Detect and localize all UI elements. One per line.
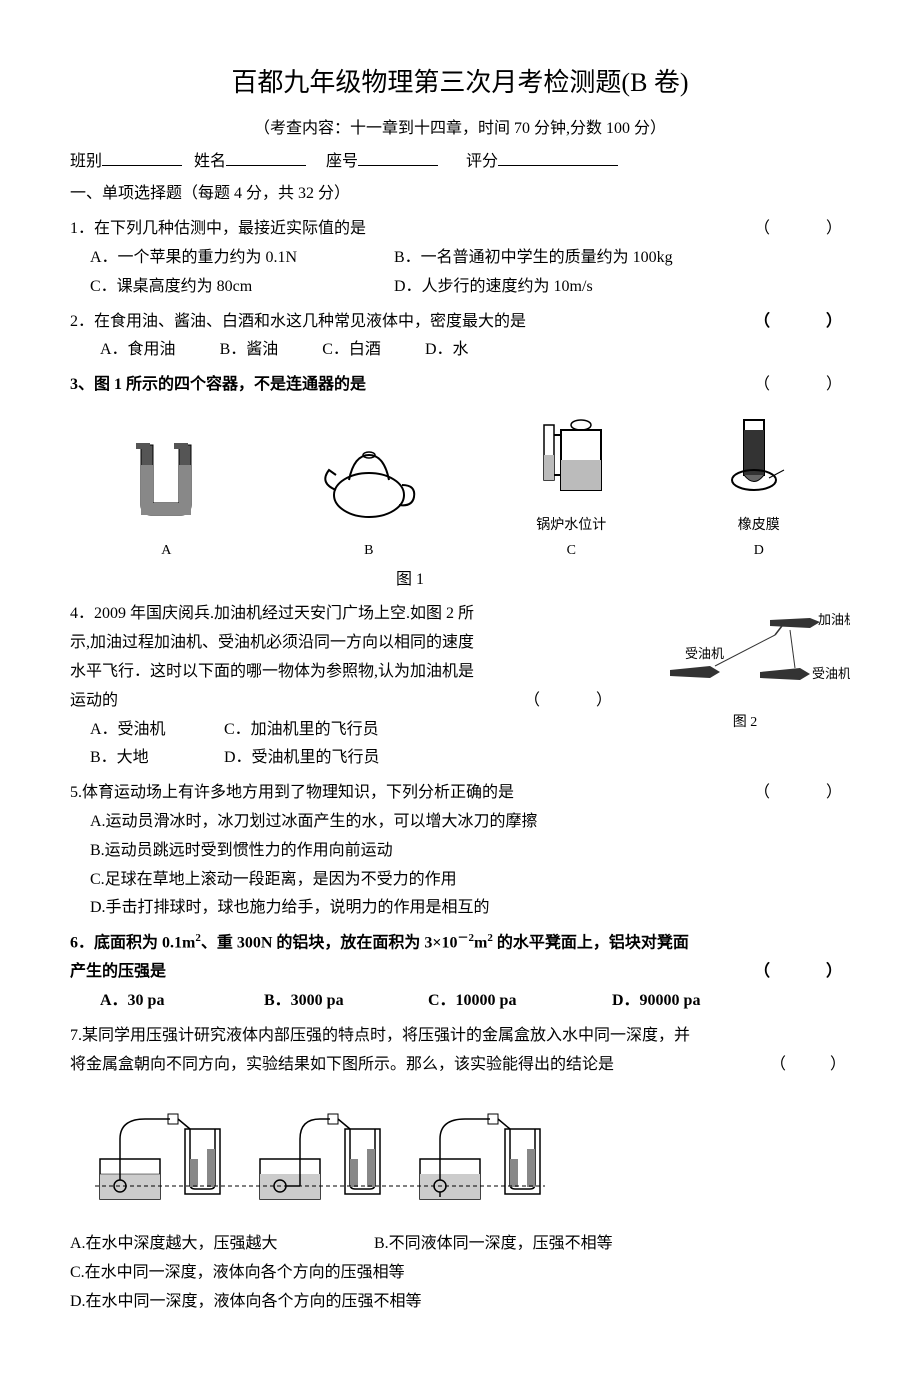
name-label: 姓名 xyxy=(194,153,226,170)
q7-line1: 7.某同学用压强计研究液体内部压强的特点时，将压强计的金属盒放入水中同一深度，并 xyxy=(70,1022,850,1051)
q4-opt-c[interactable]: C．加油机里的飞行员 xyxy=(224,721,379,738)
q7-paren[interactable]: （ ） xyxy=(770,1051,850,1080)
q4-options: A．受油机 C．加油机里的飞行员 B．大地 D．受油机里的飞行员 xyxy=(90,716,640,774)
q5-options: A.运动员滑冰时，冰刀划过冰面产生的水，可以增大冰刀的摩擦 B.运动员跳远时受到… xyxy=(90,808,850,923)
question-6: 6．底面积为 0.1m2、重 300N 的铝块，放在面积为 3×10－2m2 的… xyxy=(70,929,850,1016)
class-blank[interactable] xyxy=(102,149,182,166)
question-2: 2．在食用油、酱油、白酒和水这几种常见液体中，密度最大的是 （ ） A．食用油 … xyxy=(70,308,850,366)
q4-opt-b[interactable]: B．大地 xyxy=(90,744,220,773)
q2-options: A．食用油 B．酱油 C．白酒 D．水 xyxy=(100,336,850,365)
fig2-label-mid: 受油机 xyxy=(685,646,724,661)
q4-line1: 4．2009 年国庆阅兵.加油机经过天安门广场上空.如图 2 所 xyxy=(70,600,640,629)
q7-line2: 将金属盒朝向不同方向，实验结果如下图所示。那么，该实验能得出的结论是 xyxy=(70,1056,614,1073)
question-7: 7.某同学用压强计研究液体内部压强的特点时，将压强计的金属盒放入水中同一深度，并… xyxy=(70,1022,850,1317)
question-5: 5.体育运动场上有许多地方用到了物理知识，下列分析正确的是 （ ） A.运动员滑… xyxy=(70,779,850,923)
q2-opt-b[interactable]: B．酱油 xyxy=(220,336,279,365)
q2-opt-c[interactable]: C．白酒 xyxy=(322,336,381,365)
question-4: 4．2009 年国庆阅兵.加油机经过天安门广场上空.如图 2 所 示,加油过程加… xyxy=(70,600,850,773)
q4-line2: 示,加油过程加油机、受油机必须沿同一方向以相同的速度 xyxy=(70,629,640,658)
q6-opt-a[interactable]: A．30 pa xyxy=(100,987,220,1016)
fig2-label-top: 加油机 xyxy=(818,612,850,627)
teapot-icon xyxy=(314,435,424,525)
q5-stem: 5.体育运动场上有许多地方用到了物理知识，下列分析正确的是 xyxy=(70,784,514,801)
q6-opt-c[interactable]: C．10000 pa xyxy=(428,987,568,1016)
q6-opt-d[interactable]: D．90000 pa xyxy=(612,987,700,1016)
exam-title: 百都九年级物理第三次月考检测题(B 卷) xyxy=(70,60,850,107)
q6-sup2: －2 xyxy=(458,932,475,944)
fig2-caption: 图 2 xyxy=(640,710,850,735)
q4-line3: 水平飞行．这时以下面的哪一物体为参照物,认为加油机是 xyxy=(70,658,640,687)
fig1-b-label: B xyxy=(314,538,424,563)
q6-line2: 产生的压强是 xyxy=(70,963,166,980)
fig1-a: A xyxy=(121,435,211,563)
fig1-caption: 图 1 xyxy=(0,566,850,595)
q4-opt-d[interactable]: D．受油机里的飞行员 xyxy=(224,749,380,766)
membrane-vessel-icon xyxy=(719,410,799,500)
score-label: 评分 xyxy=(466,153,498,170)
section-1-title: 一、单项选择题（每题 4 分，共 32 分） xyxy=(70,180,850,209)
manometer-setup-icon xyxy=(90,1089,550,1209)
q4-opt-a[interactable]: A．受油机 xyxy=(90,716,220,745)
q7-opt-a[interactable]: A.在水中深度越大，压强越大 xyxy=(70,1230,370,1259)
q6-post2: 的水平凳面上，铝块对凳面 xyxy=(493,934,689,951)
q3-stem: 3、图 1 所示的四个容器，不是连通器的是 xyxy=(70,376,366,393)
q2-opt-a[interactable]: A．食用油 xyxy=(100,336,176,365)
student-info-line: 班别 姓名 座号 评分 xyxy=(70,148,850,177)
q5-opt-b[interactable]: B.运动员跳远时受到惯性力的作用向前运动 xyxy=(90,837,850,866)
class-label: 班别 xyxy=(70,153,102,170)
q2-paren[interactable]: （ ） xyxy=(754,308,850,337)
q6-options: A．30 pa B．3000 pa C．10000 pa D．90000 pa xyxy=(100,987,850,1016)
question-1: 1．在下列几种估测中，最接近实际值的是 （ ） A．一个苹果的重力约为 0.1N… xyxy=(70,215,850,301)
q2-stem: 2．在食用油、酱油、白酒和水这几种常见液体中，密度最大的是 xyxy=(70,313,526,330)
q6-opt-b[interactable]: B．3000 pa xyxy=(264,987,384,1016)
fig1-c-label: 锅炉水位计 C xyxy=(526,513,616,563)
fig1-a-label: A xyxy=(121,538,211,563)
figure-2: 加油机 受油机 受油机 图 2 xyxy=(640,600,850,734)
q6-stem-pre: 6．底面积为 0.1m xyxy=(70,934,195,951)
q7-options: A.在水中深度越大，压强越大 B.不同液体同一深度，压强不相等 C.在水中同一深… xyxy=(70,1230,850,1316)
fig1-c: 锅炉水位计 C xyxy=(526,410,616,564)
seat-label: 座号 xyxy=(326,153,358,170)
q2-opt-d[interactable]: D．水 xyxy=(425,336,469,365)
q1-stem: 1．在下列几种估测中，最接近实际值的是 xyxy=(70,220,366,237)
q5-opt-a[interactable]: A.运动员滑冰时，冰刀划过冰面产生的水，可以增大冰刀的摩擦 xyxy=(90,808,850,837)
exam-subtitle: （考查内容：十一章到十四章，时间 70 分钟,分数 100 分） xyxy=(70,115,850,144)
q1-paren[interactable]: （ ） xyxy=(754,215,850,244)
utube-icon xyxy=(121,435,211,525)
q3-paren[interactable]: （ ） xyxy=(754,371,850,400)
q6-stem-mid: 、重 300N 的铝块，放在面积为 3×10 xyxy=(201,934,458,951)
q4-paren[interactable]: （ ） xyxy=(524,687,620,716)
fig1-d: 橡皮膜 D xyxy=(719,410,799,564)
q1-opt-c[interactable]: C．课桌高度约为 80cm xyxy=(90,273,390,302)
q7-opt-b[interactable]: B.不同液体同一深度，压强不相等 xyxy=(374,1235,613,1252)
figure-q7 xyxy=(90,1089,850,1220)
q7-opt-c[interactable]: C.在水中同一深度，液体向各个方向的压强相等 xyxy=(70,1264,405,1281)
q1-opt-b[interactable]: B．一名普通初中学生的质量约为 100kg xyxy=(394,249,673,266)
q1-opt-d[interactable]: D．人步行的速度约为 10m/s xyxy=(394,278,593,295)
q4-line4: 运动的 xyxy=(70,692,118,709)
refuel-planes-icon: 加油机 受油机 受油机 xyxy=(640,600,850,700)
q7-opt-d[interactable]: D.在水中同一深度，液体向各个方向的压强不相等 xyxy=(70,1293,422,1310)
question-3: 3、图 1 所示的四个容器，不是连通器的是 （ ） A B xyxy=(70,371,850,594)
score-blank[interactable] xyxy=(498,149,618,166)
q5-paren[interactable]: （ ） xyxy=(754,779,850,808)
seat-blank[interactable] xyxy=(358,149,438,166)
q5-opt-d[interactable]: D.手击打排球时，球也施力给手，说明力的作用是相互的 xyxy=(90,894,850,923)
boiler-gauge-icon xyxy=(526,410,616,500)
fig1-b: B xyxy=(314,435,424,563)
q6-paren[interactable]: （ ） xyxy=(754,958,850,987)
q5-opt-c[interactable]: C.足球在草地上滚动一段距离，是因为不受力的作用 xyxy=(90,866,850,895)
name-blank[interactable] xyxy=(226,149,306,166)
q6-post1: m xyxy=(474,934,487,951)
fig1-d-label: 橡皮膜 D xyxy=(719,513,799,563)
q1-opt-a[interactable]: A．一个苹果的重力约为 0.1N xyxy=(90,244,390,273)
figure-1-row: A B 锅炉水位计 C xyxy=(70,410,850,564)
q4-text-block: 4．2009 年国庆阅兵.加油机经过天安门广场上空.如图 2 所 示,加油过程加… xyxy=(70,600,640,773)
fig2-label-right: 受油机 xyxy=(812,666,850,681)
q1-options: A．一个苹果的重力约为 0.1N B．一名普通初中学生的质量约为 100kg C… xyxy=(90,244,850,302)
